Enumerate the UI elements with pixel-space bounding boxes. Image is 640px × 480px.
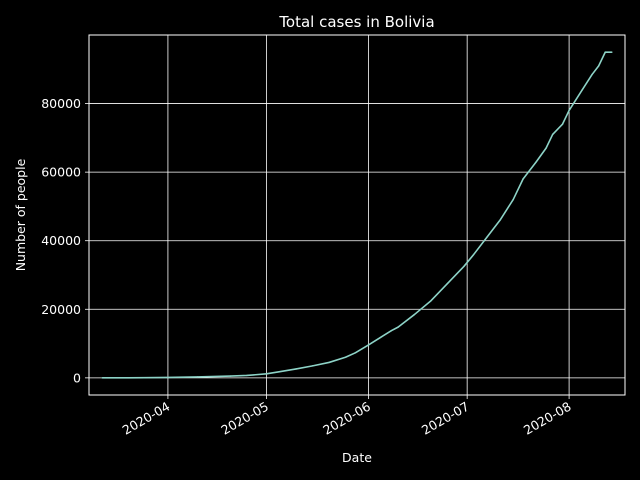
data-point bbox=[111, 377, 113, 379]
y-tick-label: 0 bbox=[73, 370, 81, 385]
data-point bbox=[463, 265, 465, 268]
data-point bbox=[522, 178, 524, 180]
data-point bbox=[568, 109, 570, 112]
data-point bbox=[295, 368, 297, 370]
data-point bbox=[101, 377, 103, 379]
data-point bbox=[430, 300, 432, 302]
y-tick-label: 60000 bbox=[41, 165, 81, 180]
data-point bbox=[604, 51, 606, 53]
data-point bbox=[265, 373, 268, 375]
data-point bbox=[561, 123, 564, 125]
series-line bbox=[102, 51, 612, 379]
data-point bbox=[581, 89, 583, 91]
data-point bbox=[535, 161, 537, 163]
data-point bbox=[446, 282, 449, 285]
y-axis: 0 20000 40000 60000 80000 bbox=[41, 96, 89, 385]
data-point bbox=[551, 133, 554, 136]
data-point bbox=[499, 219, 501, 221]
data-point bbox=[473, 253, 475, 256]
data-point bbox=[397, 326, 399, 328]
data-point bbox=[367, 344, 370, 346]
y-tick-label: 20000 bbox=[41, 302, 81, 317]
y-tick-label: 40000 bbox=[41, 233, 81, 248]
data-point bbox=[597, 65, 600, 67]
data-point bbox=[144, 377, 146, 379]
data-point bbox=[591, 73, 593, 76]
data-point bbox=[380, 336, 383, 338]
grid-lines bbox=[89, 35, 625, 395]
y-tick-label: 80000 bbox=[41, 96, 81, 111]
y-axis-title: Number of people bbox=[13, 158, 28, 271]
data-point bbox=[229, 375, 232, 377]
data-point bbox=[246, 374, 248, 377]
data-point bbox=[196, 376, 199, 378]
data-point bbox=[127, 377, 130, 379]
data-point bbox=[545, 147, 547, 149]
data-point bbox=[390, 329, 393, 332]
data-point bbox=[167, 376, 169, 379]
x-axis-title: Date bbox=[342, 450, 372, 465]
data-point bbox=[413, 313, 416, 316]
data-point bbox=[486, 236, 488, 238]
chart-title: Total cases in Bolivia bbox=[278, 13, 434, 31]
data-point bbox=[279, 370, 281, 373]
plot-frame bbox=[88, 34, 626, 396]
data-point bbox=[344, 356, 347, 358]
series-lines bbox=[101, 51, 613, 379]
data-point bbox=[512, 198, 514, 201]
data-point bbox=[354, 352, 357, 354]
data-point bbox=[328, 361, 330, 364]
data-point bbox=[611, 51, 613, 53]
data-point bbox=[311, 365, 314, 367]
